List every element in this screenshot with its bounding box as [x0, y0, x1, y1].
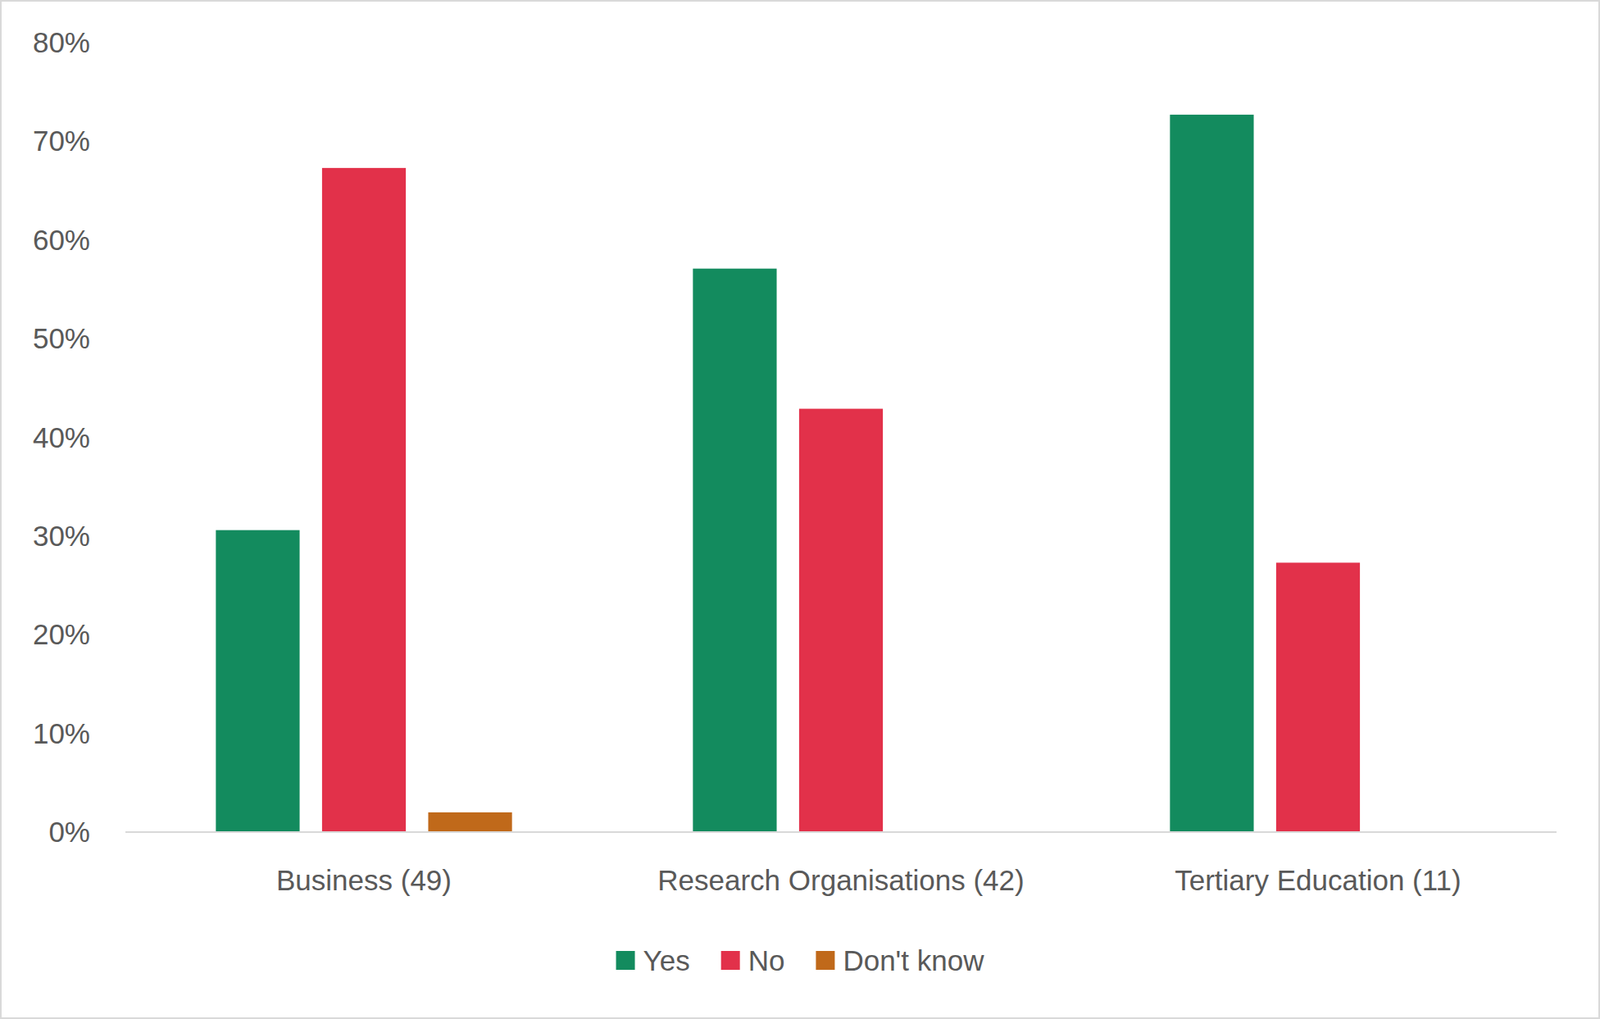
legend-swatch — [721, 950, 741, 970]
legend-label: No — [748, 944, 786, 977]
legend: Yes No Don't know — [616, 944, 986, 977]
x-tick-label: Business (49) — [276, 863, 452, 896]
y-tick-label: 0% — [48, 815, 91, 848]
y-tick-label: 20% — [32, 618, 91, 650]
bar — [1276, 562, 1360, 832]
legend-swatch — [815, 950, 835, 970]
bar — [692, 268, 777, 832]
x-axis — [125, 831, 1557, 833]
y-tick-label: 70% — [32, 124, 91, 157]
chart-frame — [0, 0, 1600, 1019]
y-tick-label: 80% — [32, 26, 91, 59]
bar — [322, 168, 406, 832]
legend-swatch — [616, 950, 636, 970]
bar — [799, 409, 883, 832]
legend-label: Don't know — [842, 944, 985, 977]
y-tick-label: 30% — [32, 519, 91, 552]
bar — [1169, 114, 1254, 832]
y-tick-label: 40% — [32, 421, 91, 454]
bar — [215, 530, 300, 832]
y-tick-label: 50% — [32, 322, 91, 355]
x-tick-label: Research Organisations (42) — [657, 863, 1024, 896]
bar — [427, 812, 512, 832]
y-tick-label: 10% — [32, 717, 91, 750]
bars — [215, 114, 1360, 832]
x-tick-label: Tertiary Education (11) — [1174, 863, 1462, 896]
legend-label: Yes — [643, 944, 691, 977]
chart: 0% 10% 20% 30% 40% 50% 60% 70% 80% Business (49) R… — [0, 0, 1600, 1019]
y-tick-label: 60% — [32, 223, 91, 256]
